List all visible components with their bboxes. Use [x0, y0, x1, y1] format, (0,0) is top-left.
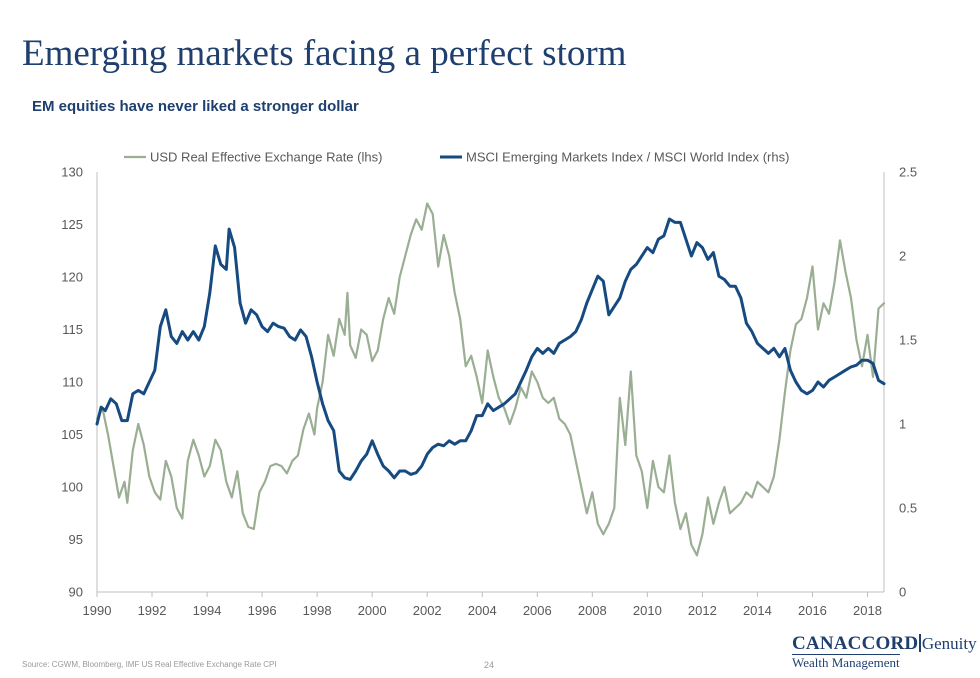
x-tick-label: 2004 [468, 603, 497, 618]
x-tick-label: 2010 [633, 603, 662, 618]
y-right-tick-label: 1 [899, 417, 906, 432]
x-tick-label: 2018 [853, 603, 882, 618]
usd-series-line [95, 202, 886, 557]
company-logo: CANACCORD Genuity Wealth Management [792, 634, 977, 672]
y-left-tick-label: 105 [61, 427, 83, 442]
y-right-tick-label: 0 [899, 585, 906, 600]
y-right-tick-label: 1.5 [899, 333, 917, 348]
x-tick-label: 2016 [798, 603, 827, 618]
chart-lines [95, 202, 886, 557]
y-left-tick-label: 120 [61, 270, 83, 285]
x-tick-label: 1994 [193, 603, 222, 618]
logo-second-text: Genuity [921, 634, 977, 653]
legend-item-msci: MSCI Emerging Markets Index / MSCI World… [440, 150, 789, 165]
x-tick-label: 2002 [413, 603, 442, 618]
x-tick-label: 2008 [578, 603, 607, 618]
line-chart: 1990 1992 1994 1996 1998 2000 2002 2004 2006 2008… [61, 150, 917, 619]
logo-main-text: CANACCORD [792, 633, 919, 654]
y-left-tick-label: 90 [69, 585, 83, 600]
y-right-tick-label: 0.5 [899, 501, 917, 516]
msci-series-line [95, 217, 886, 481]
x-tick-label: 2014 [743, 603, 772, 618]
x-tick-label: 2000 [358, 603, 387, 618]
page-title: Emerging markets facing a perfect storm [22, 33, 627, 74]
logo-divider [919, 634, 921, 652]
y-left-tick-label: 95 [69, 532, 83, 547]
legend-item-usd: USD Real Effective Exchange Rate (lhs) [124, 150, 382, 165]
legend-label: USD Real Effective Exchange Rate (lhs) [150, 150, 382, 165]
y-right-tick-label: 2.5 [899, 165, 917, 180]
x-tick-label: 1992 [138, 603, 167, 618]
x-tick-label: 1990 [83, 603, 112, 618]
x-tick-label: 2006 [523, 603, 552, 618]
x-tick-label: 2012 [688, 603, 717, 618]
y-left-tick-label: 110 [62, 375, 83, 390]
y-left-tick-label: 130 [61, 165, 83, 180]
x-tick-label: 1996 [248, 603, 277, 618]
page-subtitle: EM equities have never liked a stronger … [32, 98, 359, 115]
y-left-tick-label: 125 [61, 217, 83, 232]
logo-sub-text: Wealth Management [792, 654, 900, 670]
chart-legend: USD Real Effective Exchange Rate (lhs) MS… [124, 150, 789, 165]
y-left-tick-label: 115 [62, 322, 83, 337]
page-number: 24 [484, 660, 495, 670]
legend-label: MSCI Emerging Markets Index / MSCI World… [466, 150, 789, 165]
x-tick-label: 1998 [303, 603, 332, 618]
y-left-tick-label: 100 [61, 480, 83, 495]
chart-axes: 1990 1992 1994 1996 1998 2000 2002 2004 2006 2008… [61, 165, 917, 619]
y-right-tick-label: 2 [899, 249, 906, 264]
source-note: Source: CGWM, Bloomberg, IMF US Real Eff… [22, 660, 277, 669]
